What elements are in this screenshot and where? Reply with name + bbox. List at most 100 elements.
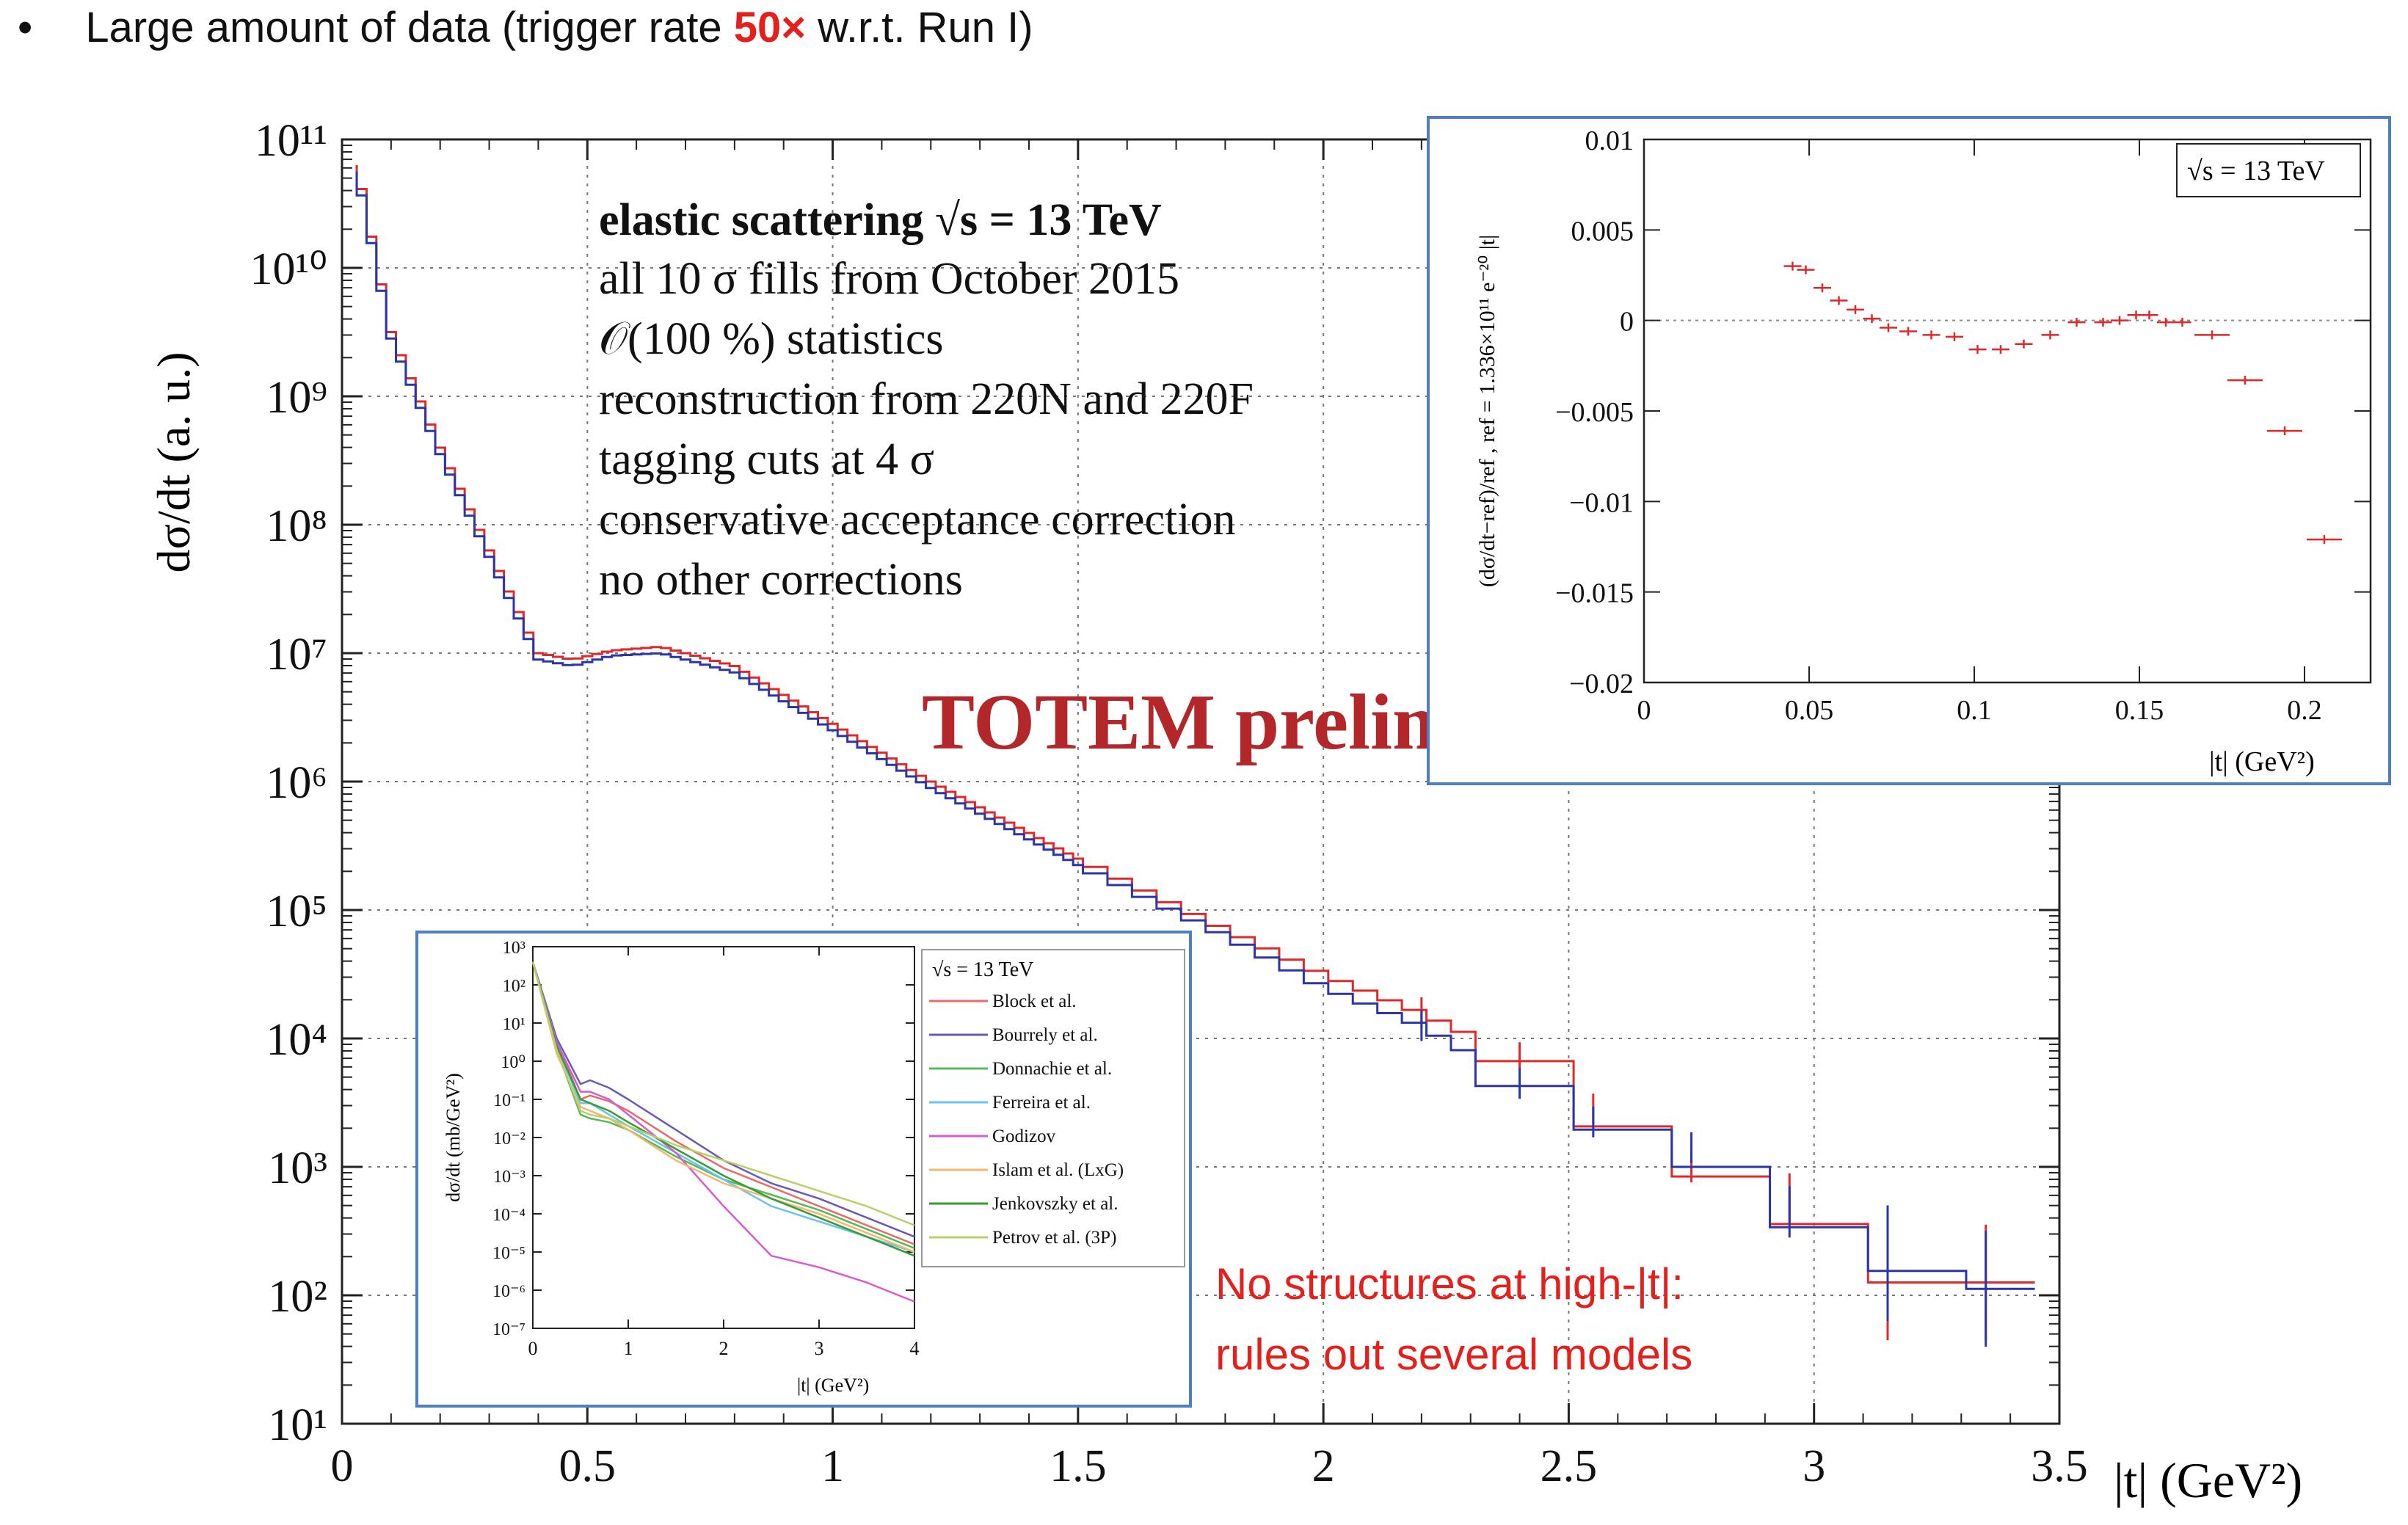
inset-models-series-line (531, 961, 915, 1303)
inset-models-ytick-label: 10¹ (503, 1015, 525, 1034)
annotation-title: elastic scattering √s = 13 TeV (599, 195, 1162, 245)
inset-residual-ytick-label: 0.005 (1571, 216, 1634, 247)
main-xtick-label: 1.5 (1050, 1441, 1107, 1491)
inset-models-legend-label: Block et al. (992, 991, 1077, 1011)
inset-models-ytick-label: 10⁻⁴ (492, 1206, 525, 1225)
annotation-line-3: reconstruction from 220N and 220F (599, 374, 1254, 424)
inset-models-series-line (531, 961, 915, 1226)
inset-models-legend-label: Ferreira et al. (992, 1093, 1091, 1113)
headline-text-after: w.r.t. Run I) (806, 4, 1033, 51)
main-ytick-label: 10⁵ (266, 887, 327, 936)
inset-residual-ytick-label: −0.015 (1555, 578, 1634, 609)
main-ticks: 10¹ 10² 10³ 10⁴ 10⁵ 10⁶ 10⁷ 10⁸ 10⁹ 10¹⁰ 10¹¹ 0 0.5 1… (250, 116, 2088, 1491)
inset-models-series-line (531, 961, 915, 1249)
inset-models-ylabel: dσ/dt (mb/GeV²) (443, 1073, 464, 1202)
inset-models-xtick-label: 0 (528, 1338, 538, 1359)
inset-models-ytick-label: 10² (503, 977, 525, 996)
inset-models-ytick-label: 10⁰ (501, 1053, 525, 1072)
bullet-icon: • (18, 4, 33, 51)
inset-residual-xtick-label: 0 (1637, 695, 1651, 726)
main-xtick-label: 1 (821, 1441, 844, 1491)
main-ylabel: dσ/dt (a. u.) (148, 352, 200, 572)
inset-residual-ytick-label: −0.02 (1569, 669, 1634, 699)
inset-models-xtick-label: 4 (910, 1338, 920, 1359)
main-ytick-label: 10¹¹ (255, 116, 327, 166)
main-series-blue-line (355, 171, 2035, 1290)
main-ytick-label: 10³ (268, 1143, 327, 1193)
inset-residual-legend-box (2176, 143, 2361, 197)
inset-models: 10³ 10² 10¹ 10⁰ 10⁻¹ 10⁻² 10⁻³ 10⁻⁴ 10⁻⁵ 10⁻⁶ 10⁻⁷… (415, 931, 1192, 1408)
main-series-red-line (355, 165, 2035, 1284)
inset-models-series-line (531, 961, 915, 1253)
inset-residual-ytick-label: −0.01 (1569, 487, 1634, 518)
inset-models-legend: Block et al. Bourrely et al. Donnachie et … (929, 991, 1124, 1248)
main-ytick-label: 10⁹ (266, 373, 327, 423)
inset-models-xtick-label: 2 (719, 1338, 729, 1359)
main-ytick-label: 10² (268, 1272, 327, 1322)
inset-models-xtick-label: 1 (624, 1338, 633, 1359)
main-ytick-label: 10¹⁰ (250, 244, 327, 294)
inset-models-ticks: 10³ 10² 10¹ 10⁰ 10⁻¹ 10⁻² 10⁻³ 10⁻⁴ 10⁻⁵ 10⁻⁶ 10⁻⁷… (492, 939, 920, 1359)
headline: • Large amount of data (trigger rate 50× … (18, 3, 1033, 52)
note-line-1: No structures at high-|t|: (1215, 1259, 1684, 1309)
inset-models-legend-title: √s = 13 TeV (932, 958, 1033, 981)
inset-residual-ytick-label: 0 (1620, 307, 1634, 338)
inset-residual-xtick-label: 0.05 (1785, 695, 1834, 726)
inset-residual-border (1427, 116, 2391, 785)
inset-models-legend-label: Donnachie et al. (992, 1059, 1112, 1079)
main-xtick-label: 3.5 (2031, 1441, 2088, 1491)
annotation-line-1: all 10 σ fills from October 2015 (599, 254, 1179, 304)
headline-text: Large amount of data (trigger rate (85, 4, 734, 51)
inset-residual-ylabel: (dσ/dt−ref)/ref , ref = 1.336×10¹¹ e⁻²⁰ … (1475, 235, 1499, 587)
note-line-2: rules out several models (1215, 1330, 1692, 1379)
inset-models-ytick-label: 10⁻³ (493, 1168, 525, 1187)
inset-residual-xlabel: |t| (GeV²) (2209, 746, 2315, 777)
main-ytick-label: 10⁷ (266, 630, 327, 680)
main-xtick-label: 2.5 (1541, 1441, 1598, 1491)
main-ytick-label: 10⁸ (266, 501, 327, 551)
annotation-line-5: conservative acceptance correction (599, 495, 1235, 545)
main-series (355, 165, 2035, 1347)
inset-residual-ytick-label: −0.005 (1555, 397, 1634, 428)
main-xtick-label: 0.5 (559, 1441, 616, 1491)
annotation-line-6: no other corrections (599, 555, 963, 605)
inset-models-legend-box (921, 949, 1185, 1267)
inset-models-legend-label: Godizov (992, 1127, 1056, 1146)
inset-residual-ytick-label: 0.01 (1585, 125, 1634, 156)
inset-models-legend-label: Jenkovszky et al. (992, 1194, 1118, 1214)
headline-highlight: 50× (733, 4, 807, 51)
inset-models-ytick-label: 10⁻² (493, 1129, 525, 1149)
inset-models-ytick-label: 10⁻¹ (493, 1091, 525, 1110)
inset-models-ytick-label: 10³ (503, 939, 525, 958)
main-xlabel: |t| (GeV²) (2114, 1452, 2302, 1508)
annotation-line-2: 𝒪(100 %) statistics (599, 314, 944, 364)
inset-models-legend-label: Petrov et al. (3P) (992, 1228, 1116, 1248)
main-ytick-label: 10⁴ (266, 1015, 327, 1065)
inset-models-ytick-label: 10⁻⁵ (492, 1244, 525, 1263)
main-xtick-label: 2 (1312, 1441, 1335, 1491)
inset-models-ytick-label: 10⁻⁶ (492, 1282, 525, 1301)
main-xtick-label: 0 (331, 1441, 354, 1491)
annotation-line-4: tagging cuts at 4 σ (599, 434, 934, 484)
inset-models-series (531, 961, 915, 1303)
inset-models-legend-label: Bourrely et al. (992, 1025, 1098, 1045)
inset-residual-xtick-label: 0.15 (2115, 695, 2164, 726)
inset-models-ytick-label: 10⁻⁷ (492, 1320, 525, 1339)
main-xtick-label: 3 (1803, 1441, 1825, 1491)
inset-models-xtick-label: 3 (815, 1338, 824, 1359)
inset-residual-legend: √s = 13 TeV (2187, 156, 2325, 186)
inset-residual-xtick-label: 0.2 (2287, 695, 2322, 726)
inset-residual-xtick-label: 0.1 (1957, 695, 1992, 726)
main-annotation: elastic scattering √s = 13 TeV all 10 σ … (599, 195, 1254, 605)
inset-models-xlabel: |t| (GeV²) (797, 1375, 869, 1396)
note: No structures at high-|t|: rules out sev… (1215, 1259, 1692, 1379)
main-ytick-label: 10⁶ (266, 758, 327, 808)
inset-models-series-line (531, 961, 915, 1253)
inset-models-legend-label: Islam et al. (LxG) (992, 1160, 1124, 1180)
main-ytick-label: 10¹ (268, 1400, 327, 1450)
inset-residual-points (1783, 261, 2342, 545)
inset-models-series-line (531, 961, 915, 1238)
